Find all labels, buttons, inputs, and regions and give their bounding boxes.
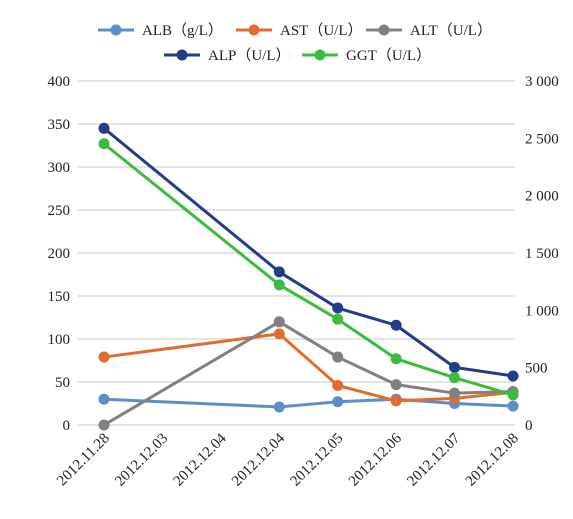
y-left-tick-label: 50	[55, 375, 70, 391]
x-tick-label: 2012.12.07	[404, 430, 463, 489]
legend-item: GGT（U/L）	[302, 47, 431, 64]
x-tick-label: 2012.11.28	[54, 431, 113, 490]
data-point	[507, 370, 519, 382]
legend-item: AST（U/L）	[236, 22, 363, 39]
right-axis: 0 500 1 000 1 500 2 000 2 500 3 000	[525, 74, 559, 434]
series-layer	[98, 122, 519, 431]
x-axis: 2012.11.28 2012.12.03 2012.12.04 2012.12.04…	[54, 430, 522, 489]
y-left-tick-label: 100	[48, 332, 71, 348]
data-point	[507, 389, 519, 401]
y-left-tick-label: 300	[48, 160, 71, 176]
x-tick-label: 2012.12.04	[171, 430, 230, 489]
data-point	[98, 419, 110, 431]
legend-label: ALP（U/L）	[208, 47, 291, 64]
data-point	[332, 396, 344, 408]
x-tick-label: 2012.12.08	[463, 431, 522, 490]
grid	[78, 80, 515, 426]
data-point	[332, 302, 344, 314]
y-right-tick-label: 1 500	[525, 246, 559, 262]
data-point	[273, 328, 285, 340]
legend-item: ALB（g/L）	[98, 22, 223, 39]
data-point	[449, 361, 461, 373]
legend-item: ALT（U/L）	[366, 22, 492, 39]
series-line	[103, 127, 514, 378]
y-right-tick-label: 2 000	[525, 189, 559, 205]
x-tick-label: 2012.12.03	[112, 431, 171, 490]
data-point	[449, 387, 461, 399]
legend-item: ALP（U/L）	[164, 47, 291, 64]
legend-swatch-marker	[314, 49, 326, 61]
y-left-tick-label: 150	[48, 289, 71, 305]
data-point	[98, 351, 110, 363]
legend-swatch-marker	[248, 24, 260, 36]
data-point	[273, 266, 285, 278]
series-line	[103, 397, 514, 409]
y-left-tick-label: 250	[48, 203, 71, 219]
legend-label: ALB（g/L）	[142, 22, 223, 39]
data-point	[273, 279, 285, 291]
y-right-tick-label: 3 000	[525, 74, 559, 90]
y-left-tick-label: 0	[63, 418, 71, 434]
x-tick-label: 2012.12.04	[229, 430, 288, 489]
legend-swatch-marker	[378, 24, 390, 36]
legend-swatch-marker	[176, 49, 188, 61]
y-right-tick-label: 2 500	[525, 131, 559, 147]
y-right-tick-label: 1 000	[525, 303, 559, 319]
legend-label: GGT（U/L）	[346, 47, 431, 64]
left-axis: 0 50 100 150 200 250 300 350 400	[48, 74, 71, 434]
legend-label: ALT（U/L）	[410, 22, 492, 39]
data-point	[390, 353, 402, 365]
data-point	[273, 401, 285, 413]
legend: ALB（g/L） AST（U/L） ALT（U/L） ALP（U/L） GGT（U/L）	[98, 22, 492, 64]
data-point	[98, 122, 110, 134]
data-point	[98, 138, 110, 150]
data-point	[449, 372, 461, 384]
data-point	[390, 379, 402, 391]
y-left-tick-label: 200	[48, 246, 71, 262]
x-tick-label: 2012.12.06	[346, 430, 405, 489]
series-4	[98, 138, 519, 401]
data-point	[390, 395, 402, 407]
data-point	[332, 313, 344, 325]
data-point	[98, 393, 110, 405]
y-left-tick-label: 350	[48, 117, 71, 133]
legend-swatch-marker	[110, 24, 122, 36]
data-point	[390, 319, 402, 331]
series-2	[98, 316, 519, 431]
data-point	[273, 316, 285, 328]
data-point	[332, 379, 344, 391]
series-3	[98, 122, 519, 382]
series-line	[103, 320, 514, 427]
y-right-tick-label: 0	[525, 418, 533, 434]
series-line	[103, 142, 514, 397]
y-left-tick-label: 400	[48, 74, 71, 90]
data-point	[507, 400, 519, 412]
legend-label: AST（U/L）	[280, 22, 363, 39]
data-point	[332, 351, 344, 363]
x-tick-label: 2012.12.05	[287, 431, 346, 490]
y-right-tick-label: 500	[525, 361, 548, 377]
